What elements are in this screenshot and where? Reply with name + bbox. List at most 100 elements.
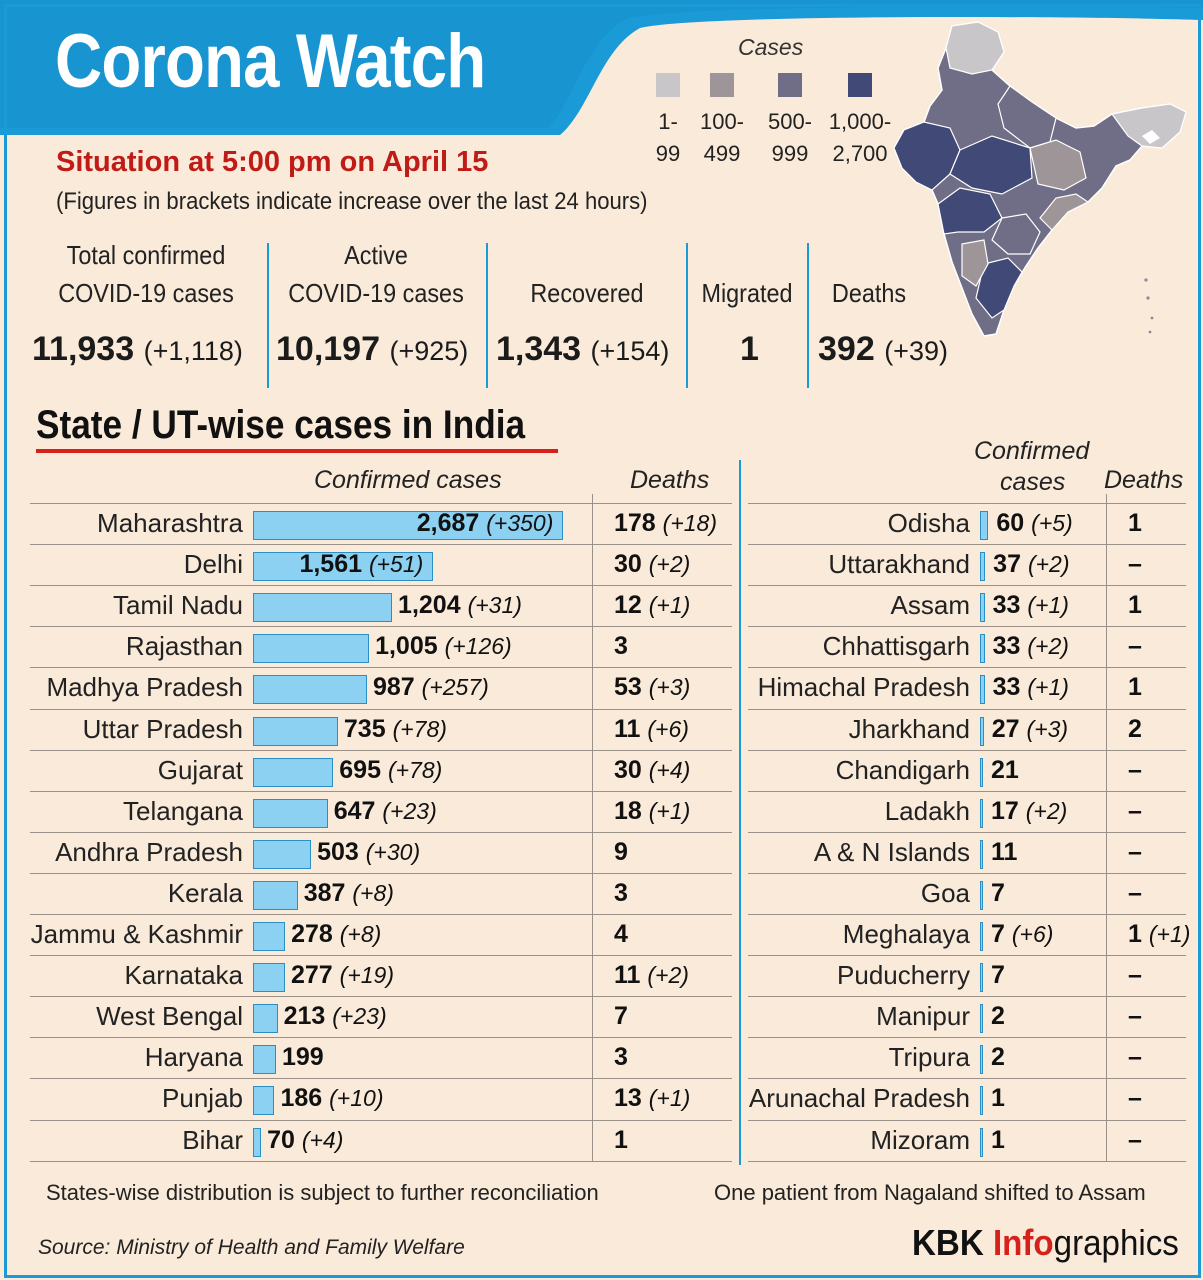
- table-rule: [748, 708, 1186, 710]
- case-count: 7: [991, 920, 1005, 948]
- stat-number: 10,197: [276, 330, 380, 368]
- legend-range-start: 1,000-: [828, 109, 892, 134]
- death-value: 7: [614, 996, 628, 1037]
- case-count: 1: [991, 1125, 1005, 1154]
- table-row: Haryana 199 3: [0, 1037, 1203, 1078]
- state-name: Himachal Pradesh: [757, 672, 970, 703]
- state-name: Assam: [890, 590, 970, 621]
- stat-label-line2: Recovered: [530, 278, 644, 308]
- death-count: –: [1128, 1125, 1142, 1154]
- death-count: –: [1128, 755, 1142, 784]
- death-value: 30 (+2): [614, 544, 690, 585]
- death-value: 3: [614, 626, 628, 667]
- death-increase: (+18): [662, 510, 718, 536]
- source-note: Source: Ministry of Health and Family We…: [38, 1236, 465, 1259]
- table-rule: [30, 1037, 732, 1039]
- table-row: Madhya Pradesh 987 (+257) 53 (+3): [0, 667, 1203, 708]
- table-divider: [739, 460, 741, 1165]
- right-deaths-column-line: [1106, 494, 1107, 1162]
- right-col-confirmed-header-2: cases: [1000, 468, 1066, 496]
- death-count: –: [1128, 1002, 1142, 1031]
- case-count: 1,005: [375, 632, 438, 661]
- case-bar: [253, 880, 298, 910]
- case-count: 7: [991, 878, 1005, 907]
- case-count: 2: [991, 1043, 1005, 1072]
- case-increase: (+30): [365, 838, 421, 865]
- state-name: Punjab: [162, 1083, 243, 1114]
- stat-divider: [807, 243, 809, 388]
- stat-divider: [486, 243, 488, 388]
- case-value: 735 (+78): [344, 709, 447, 750]
- table-row: Himachal Pradesh 33 (+1) 1: [0, 667, 1203, 708]
- case-bar: [980, 1004, 983, 1034]
- case-bar: [253, 963, 285, 993]
- state-name: Odisha: [887, 508, 970, 538]
- case-bar: [253, 634, 370, 664]
- case-value: 1,561 (+51): [299, 544, 423, 585]
- death-value: –: [1128, 544, 1142, 585]
- death-increase: (+1): [648, 797, 691, 824]
- death-value: 3: [614, 873, 628, 914]
- stat-number: 392: [818, 330, 875, 368]
- table-row: Mizoram 1 –: [0, 1120, 1203, 1161]
- legend-title: Cases: [738, 34, 804, 60]
- state-name: Uttar Pradesh: [82, 713, 243, 744]
- table-rule: [30, 667, 732, 669]
- table-rule: [748, 955, 1186, 957]
- case-bar: [980, 757, 983, 787]
- death-increase: (+3): [648, 674, 691, 701]
- stat-label-line1: Total confirmed: [66, 240, 226, 270]
- death-count: 53: [614, 673, 642, 702]
- stat-label-line2: COVID-19 cases: [58, 278, 234, 308]
- case-value: 60 (+5): [996, 503, 1072, 544]
- state-name: Chhattisgarh: [822, 631, 970, 662]
- table-rule: [748, 749, 1186, 751]
- case-bar: [980, 922, 983, 951]
- case-count: 278: [291, 920, 333, 948]
- value-space: [1005, 920, 1012, 948]
- death-value: 30 (+4): [614, 750, 690, 791]
- case-count: 27: [991, 714, 1020, 743]
- table-rule: [748, 831, 1186, 833]
- state-name: Chandigarh: [835, 754, 970, 785]
- legend-label: 1- 99: [628, 106, 708, 170]
- legend-range-start: 100-: [699, 109, 745, 134]
- stat-number: 1,343: [496, 330, 582, 368]
- case-increase: (+1): [1027, 674, 1069, 701]
- case-increase: (+78): [387, 756, 443, 783]
- death-increase: (+6): [647, 715, 689, 742]
- death-value: –: [1128, 791, 1142, 832]
- state-name: Mizoram: [870, 1124, 970, 1155]
- case-value: 503 (+30): [317, 832, 420, 873]
- case-value: 7: [991, 955, 1005, 996]
- death-value: 13 (+1): [614, 1078, 690, 1119]
- case-bar: [253, 593, 393, 623]
- section-title: State / UT-wise cases in India: [36, 403, 526, 447]
- case-value: 199: [282, 1037, 324, 1078]
- title-banner: [0, 0, 1203, 135]
- table-row: Gujarat 695 (+78) 30 (+4): [0, 750, 1203, 791]
- left-col-deaths-header: Deaths: [630, 466, 710, 494]
- case-increase: (+78): [392, 715, 447, 742]
- table-rule: [748, 872, 1186, 874]
- table-rule: [30, 790, 732, 792]
- death-count: –: [1128, 796, 1142, 825]
- death-count: 9: [614, 837, 628, 866]
- death-count: 11: [614, 714, 641, 743]
- case-bar: [253, 1127, 262, 1157]
- case-increase: (+8): [339, 921, 382, 947]
- case-bar: [253, 839, 312, 869]
- stat-increase: (+39): [884, 336, 948, 366]
- death-count: 11: [614, 961, 641, 990]
- case-count: 1,204: [398, 591, 461, 620]
- death-count: –: [1128, 878, 1142, 907]
- state-name: Delhi: [183, 549, 243, 580]
- table-rule: [30, 749, 732, 751]
- death-count: 1: [1128, 591, 1142, 620]
- death-value: 1: [1128, 503, 1142, 544]
- death-value: 178 (+18): [614, 503, 717, 544]
- death-count: –: [1128, 1043, 1142, 1072]
- table-rule: [30, 955, 732, 957]
- stat-number: 1: [740, 330, 759, 368]
- stat-value: 10,197 (+925): [276, 330, 468, 369]
